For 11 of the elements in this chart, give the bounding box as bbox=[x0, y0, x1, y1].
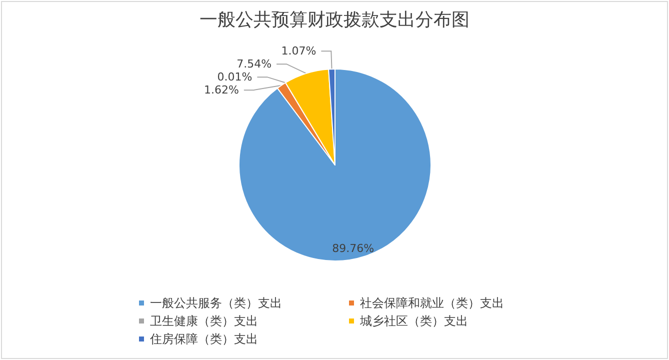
legend-label: 城乡社区（类）支出 bbox=[359, 314, 468, 328]
legend-label: 一般公共服务（类）支出 bbox=[150, 296, 282, 310]
data-label: 1.07% bbox=[281, 44, 316, 58]
legend-label: 社会保障和就业（类）支出 bbox=[360, 296, 504, 310]
legend-label: 卫生健康（类）支出 bbox=[150, 314, 258, 328]
data-label: 89.76% bbox=[332, 242, 374, 255]
chart-title: 一般公共预算财政拨款支出分布图 bbox=[200, 10, 470, 30]
data-label: 0.01% bbox=[217, 70, 252, 84]
legend-label: 住房保障（类）支出 bbox=[149, 332, 258, 346]
data-label: 1.62% bbox=[204, 84, 239, 97]
data-label: 7.54% bbox=[236, 58, 272, 71]
